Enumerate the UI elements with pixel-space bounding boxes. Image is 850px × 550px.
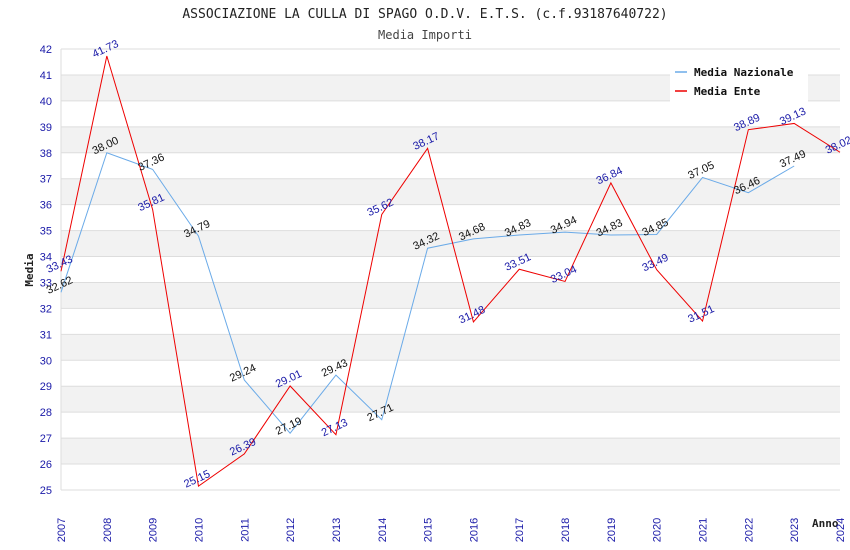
- x-tick-label: 2011: [239, 518, 251, 542]
- x-tick-label: 2020: [652, 518, 664, 542]
- legend: Media Nazionale Media Ente: [670, 62, 808, 102]
- x-tick-label: 2024: [835, 518, 847, 542]
- x-tick-label: 2010: [193, 518, 205, 542]
- x-tick-label: 2014: [377, 518, 389, 542]
- x-tick-labels: 2007 2008 2009 2010 2011 2012 2013 2014 2015 2016…: [56, 518, 847, 542]
- y-tick-labels: 25 26 27 28 29 30 31 32 33 34 35 36 37 38 39 40 41 42: [40, 44, 52, 497]
- x-tick-label: 2022: [743, 518, 755, 542]
- grid-band: [61, 178, 840, 205]
- legend-label: Media Nazionale: [694, 66, 794, 79]
- series-line: [60, 152, 795, 434]
- y-tick-label: 40: [40, 96, 52, 108]
- y-tick-label: 37: [40, 174, 52, 186]
- y-tick-label: 32: [40, 303, 52, 315]
- grid-band: [61, 100, 840, 127]
- y-tick-label: 34: [40, 252, 52, 264]
- legend-box: [670, 62, 808, 102]
- x-tick-label: 2015: [423, 518, 435, 542]
- x-tick-label: 2023: [789, 518, 801, 542]
- y-tick-label: 29: [40, 381, 52, 393]
- x-tick-label: 2013: [331, 518, 343, 542]
- y-tick-label: 41: [40, 70, 52, 82]
- grid-band: [61, 334, 840, 361]
- grid-band: [61, 308, 840, 335]
- chart-subtitle: Media Importi: [378, 28, 472, 42]
- y-tick-label: 26: [40, 459, 52, 471]
- y-axis-label: Media: [23, 253, 36, 286]
- y-tick-label: 30: [40, 355, 52, 367]
- y-tick-label: 42: [40, 44, 52, 56]
- y-tick-label: 27: [40, 433, 52, 445]
- legend-label: Media Ente: [694, 85, 761, 98]
- y-tick-label: 39: [40, 122, 52, 134]
- y-tick-label: 38: [40, 148, 52, 160]
- y-tick-label: 31: [40, 329, 52, 341]
- x-tick-label: 2008: [102, 518, 114, 542]
- y-tick-label: 36: [40, 200, 52, 212]
- series-line: [60, 55, 841, 487]
- grid-band: [61, 126, 840, 153]
- grid-band: [61, 256, 840, 283]
- grid-band: [61, 386, 840, 413]
- y-tick-label: 25: [40, 485, 52, 497]
- x-tick-label: 2021: [698, 518, 710, 542]
- grid-band: [61, 360, 840, 387]
- x-tick-label: 2012: [285, 518, 297, 542]
- x-tick-label: 2018: [560, 518, 572, 542]
- grid-band: [61, 282, 840, 309]
- x-tick-label: 2017: [514, 518, 526, 542]
- x-axis-label: Anno: [812, 517, 839, 530]
- grid-band: [61, 152, 840, 179]
- y-tick-label: 35: [40, 226, 52, 238]
- y-tick-label: 28: [40, 407, 52, 419]
- chart-title: ASSOCIAZIONE LA CULLA DI SPAGO O.D.V. E.…: [182, 7, 667, 22]
- x-tick-label: 2007: [56, 518, 68, 542]
- grid-band: [61, 438, 840, 465]
- grid-band: [61, 412, 840, 439]
- grid-bands: [61, 49, 840, 490]
- grid-band: [61, 464, 840, 490]
- x-tick-label: 2019: [606, 518, 618, 542]
- x-tick-label: 2009: [148, 518, 160, 542]
- grid-band: [61, 204, 840, 231]
- y-tick-label: 33: [40, 277, 52, 289]
- series-lines: [60, 55, 841, 487]
- x-tick-label: 2016: [468, 518, 480, 542]
